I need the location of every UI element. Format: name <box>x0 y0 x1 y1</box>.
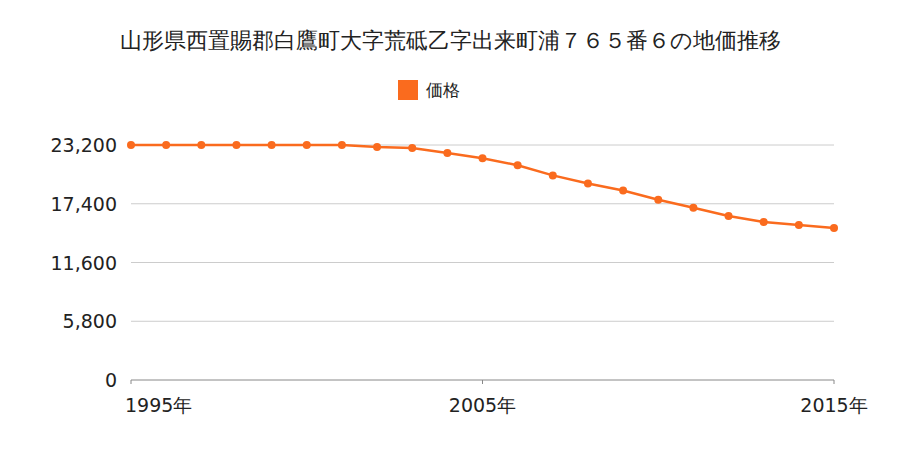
plot <box>127 141 838 232</box>
y-tick-label: 5,800 <box>63 310 117 332</box>
y-tick-label: 0 <box>105 369 117 391</box>
point <box>584 179 592 187</box>
grid-line <box>131 321 834 322</box>
point <box>408 144 416 152</box>
legend-swatch <box>398 80 418 100</box>
point <box>373 143 381 151</box>
point <box>443 149 451 157</box>
x-tick-label: 2005年 <box>449 394 516 416</box>
point <box>830 224 838 232</box>
x-tick-label: 2015年 <box>800 394 867 416</box>
point <box>303 141 311 149</box>
point <box>514 161 522 169</box>
point <box>127 141 135 149</box>
point <box>619 187 627 195</box>
point <box>479 154 487 162</box>
point <box>338 141 346 149</box>
y-tick-label: 23,200 <box>51 134 117 156</box>
point <box>268 141 276 149</box>
point <box>760 218 768 226</box>
point <box>795 221 803 229</box>
point <box>162 141 170 149</box>
x-tick <box>834 380 835 384</box>
legend-label: 価格 <box>426 80 460 100</box>
point <box>689 204 697 212</box>
x-tick-label: 1995年 <box>125 394 192 416</box>
point <box>197 141 205 149</box>
grid-line <box>131 262 834 263</box>
grid-line <box>131 203 834 204</box>
line <box>131 145 834 228</box>
point <box>725 212 733 220</box>
y-tick-label: 17,400 <box>51 193 117 215</box>
point <box>549 171 557 179</box>
chart: 山形県西置賜郡白鷹町大字荒砥乙字出来町浦７６５番６の地価推移価格 0 5,800 11… <box>0 0 900 450</box>
title: 山形県西置賜郡白鷹町大字荒砥乙字出来町浦７６５番６の地価推移 <box>120 28 781 53</box>
x-tick <box>482 380 483 384</box>
x-tick <box>131 380 132 384</box>
y-tick-label: 11,600 <box>51 252 117 274</box>
point <box>232 141 240 149</box>
point <box>654 196 662 204</box>
